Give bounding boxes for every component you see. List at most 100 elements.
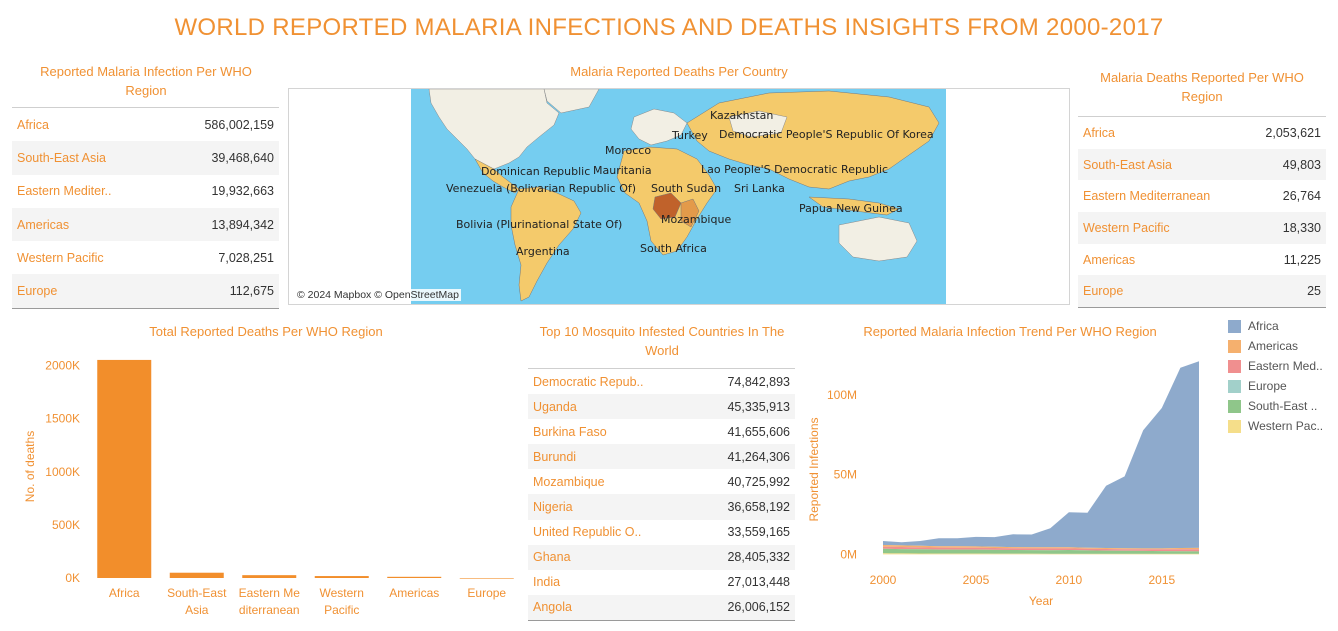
y-tick-label: 0K bbox=[65, 571, 80, 585]
legend-item[interactable]: Europe bbox=[1228, 376, 1323, 396]
x-tick-label: 2010 bbox=[1056, 573, 1083, 587]
area-series[interactable] bbox=[883, 361, 1199, 549]
table-row: Western Pacific 7,028,251 bbox=[12, 241, 279, 274]
bar[interactable] bbox=[242, 575, 297, 578]
table-row: Americas 11,225 bbox=[1078, 244, 1326, 276]
x-tick-label: Europe bbox=[467, 586, 506, 600]
legend-item[interactable]: Eastern Med.. bbox=[1228, 356, 1323, 376]
row-label: Ghana bbox=[533, 550, 571, 565]
row-value: 39,468,640 bbox=[211, 150, 274, 165]
y-tick-label: 500K bbox=[52, 518, 80, 532]
y-tick-label: 100M bbox=[827, 388, 857, 402]
legend-swatch bbox=[1228, 319, 1241, 333]
deaths-table-title: Malaria Deaths Reported Per WHO Region bbox=[1082, 68, 1322, 106]
table-row: Europe 112,675 bbox=[12, 274, 279, 308]
legend-item[interactable]: Western Pac.. bbox=[1228, 416, 1323, 436]
y-tick-label: 1000K bbox=[45, 465, 80, 479]
table-row: India 27,013,448 bbox=[528, 570, 795, 595]
table-row: Nigeria 36,658,192 bbox=[528, 494, 795, 520]
table-row: Democratic Repub.. 74,842,893 bbox=[528, 369, 795, 394]
x-tick-label: South-East bbox=[167, 586, 227, 600]
map-south-america bbox=[510, 186, 582, 302]
map-australia bbox=[838, 216, 918, 262]
row-value: 26,006,152 bbox=[727, 600, 790, 615]
area-chart-title: Reported Malaria Infection Trend Per WHO… bbox=[863, 324, 1157, 339]
row-value: 33,559,165 bbox=[727, 525, 790, 540]
row-label: Americas bbox=[17, 217, 70, 232]
infection-area-chart: 0M 50M 100M Reported Infections 2000 2005 2010… bbox=[807, 361, 1199, 608]
top10-table: Democratic Repub.. 74,842,893 Uganda 45,335… bbox=[528, 368, 795, 621]
map-country-label: Turkey bbox=[671, 129, 708, 142]
map-indonesia bbox=[808, 196, 900, 216]
map-attribution: © 2024 Mapbox © OpenStreetMap bbox=[295, 289, 461, 301]
x-tick-label: 2000 bbox=[870, 573, 897, 587]
table-row: South-East Asia 49,803 bbox=[1078, 148, 1326, 181]
legend-item[interactable]: Americas bbox=[1228, 336, 1323, 356]
row-label: Eastern Mediter.. bbox=[17, 184, 112, 199]
table-row: Burundi 41,264,306 bbox=[528, 444, 795, 470]
legend-swatch bbox=[1228, 399, 1241, 413]
deaths-bar-chart: 0K 500K 1000K 1500K 2000K No. of deaths Africa… bbox=[23, 359, 514, 617]
table-row: Western Pacific 18,330 bbox=[1078, 212, 1326, 244]
table-row: Africa 2,053,621 bbox=[1078, 117, 1326, 149]
row-label: Burundi bbox=[533, 449, 577, 464]
infection-table-title-line2: Region bbox=[125, 83, 167, 98]
row-label: Europe bbox=[17, 284, 58, 299]
map-country-label: Venezuela (Bolivarian Republic Of) bbox=[446, 182, 636, 195]
bar[interactable] bbox=[387, 576, 442, 578]
infection-table: Africa 586,002,159 South-East Asia 39,468,6… bbox=[12, 107, 279, 309]
bar[interactable] bbox=[314, 576, 369, 578]
legend-item[interactable]: South-East .. bbox=[1228, 396, 1323, 416]
x-tick-label: Asia bbox=[185, 603, 209, 617]
deaths-map[interactable]: Kazakhstan Turkey Democratic People'S Repu… bbox=[288, 88, 1070, 306]
legend-label: Africa bbox=[1248, 319, 1279, 333]
top10-table-title: Top 10 Mosquito Infested Countries In Th… bbox=[530, 322, 794, 360]
map-greenland bbox=[543, 88, 600, 114]
legend-swatch bbox=[1228, 339, 1241, 353]
legend-item[interactable]: Africa bbox=[1228, 316, 1323, 336]
row-label: South-East Asia bbox=[1083, 157, 1172, 172]
x-axis-label: Year bbox=[1029, 594, 1053, 608]
y-tick-label: 50M bbox=[834, 468, 857, 482]
row-value: 28,405,332 bbox=[727, 550, 790, 565]
map-country-label: Mauritania bbox=[593, 164, 652, 177]
area-series[interactable] bbox=[883, 548, 1199, 554]
bar[interactable] bbox=[97, 359, 152, 578]
table-row: United Republic O.. 33,559,165 bbox=[528, 520, 795, 545]
map-east-africa bbox=[680, 198, 700, 228]
area-series[interactable] bbox=[883, 546, 1199, 552]
legend-label: Americas bbox=[1248, 339, 1299, 353]
top10-table-title-line2: World bbox=[645, 343, 679, 358]
x-tick-label: 2005 bbox=[963, 573, 990, 587]
x-tick-label: Americas bbox=[389, 586, 439, 600]
map-dr-congo bbox=[652, 192, 682, 220]
bar[interactable] bbox=[169, 572, 224, 578]
table-row: Uganda 45,335,913 bbox=[528, 394, 795, 420]
bar-chart-title: Total Reported Deaths Per WHO Region bbox=[149, 324, 383, 339]
map-central-america bbox=[474, 158, 520, 194]
dashboard-title: WORLD REPORTED MALARIA INFECTIONS AND DE… bbox=[174, 14, 1164, 41]
table-row: Burkina Faso 41,655,606 bbox=[528, 419, 795, 444]
bar[interactable] bbox=[459, 577, 514, 579]
legend-label: Eastern Med.. bbox=[1248, 359, 1323, 373]
row-value: 25 bbox=[1307, 284, 1321, 299]
table-row: Americas 13,894,342 bbox=[12, 207, 279, 242]
map-country-label: Dominican Republic bbox=[481, 165, 590, 178]
row-label: India bbox=[533, 575, 561, 590]
map-country-label: Argentina bbox=[516, 245, 570, 258]
row-label: Western Pacific bbox=[17, 250, 104, 265]
map-country-label: Lao People'S Democratic Republic bbox=[701, 163, 888, 176]
map-russia-central bbox=[728, 110, 788, 138]
row-value: 19,932,663 bbox=[211, 184, 274, 199]
infection-table-title-line1: Reported Malaria Infection Per WHO bbox=[40, 64, 252, 79]
row-value: 11,225 bbox=[1283, 252, 1321, 267]
legend-swatch bbox=[1228, 379, 1241, 393]
map-country-label: Democratic People'S Republic Of Korea bbox=[719, 128, 934, 141]
area-series[interactable] bbox=[883, 545, 1199, 550]
row-value: 26,764 bbox=[1282, 189, 1321, 204]
table-row: South-East Asia 39,468,640 bbox=[12, 141, 279, 175]
table-row: Mozambique 40,725,992 bbox=[528, 469, 795, 494]
legend-label: Europe bbox=[1248, 379, 1287, 393]
x-tick-label: Eastern Me bbox=[239, 586, 301, 600]
